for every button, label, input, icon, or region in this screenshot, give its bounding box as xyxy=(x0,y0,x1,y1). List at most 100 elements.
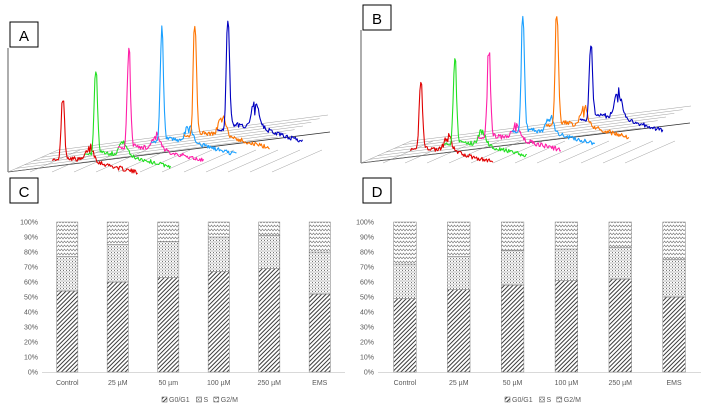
bar-segment-g0-g1 xyxy=(393,298,417,373)
x-category-label: 100 µM xyxy=(555,380,579,387)
bar-segment-s xyxy=(662,259,686,298)
bar-segment-g2-m xyxy=(554,221,578,250)
y-tick-label: 50% xyxy=(24,295,38,302)
bar-segment-g2-m xyxy=(207,221,230,238)
bar-segment-s xyxy=(258,235,281,269)
histogram-panel-a xyxy=(7,20,331,175)
legend-swatch xyxy=(196,396,202,403)
svg-text:D: D xyxy=(372,184,383,201)
bar-segment-s xyxy=(501,250,525,286)
y-tick-label: 60% xyxy=(24,280,38,287)
bar-segment-s xyxy=(308,251,331,295)
y-tick-label: 60% xyxy=(360,280,374,287)
y-tick-label: 0% xyxy=(28,370,38,377)
bar-segment-g2-m xyxy=(447,221,471,257)
x-category-label: Control xyxy=(394,380,417,387)
floor-gridline xyxy=(558,140,610,164)
y-tick-label: 30% xyxy=(360,325,374,332)
legend-label: G2/M xyxy=(564,397,581,404)
bar-segment-g0-g1 xyxy=(157,277,180,373)
bar-segment-g0-g1 xyxy=(258,268,281,373)
floor-gridline xyxy=(514,140,566,164)
panel-label-d: D xyxy=(362,177,392,204)
svg-text:A: A xyxy=(19,28,29,45)
y-tick-label: 30% xyxy=(24,325,38,332)
bar-segment-g0-g1 xyxy=(308,293,331,373)
histogram-panel-b xyxy=(360,15,692,164)
svg-text:B: B xyxy=(372,11,382,28)
bar-segment-s xyxy=(393,263,417,299)
bar-segment-g2-m xyxy=(501,221,525,251)
bar-segment-g2-m xyxy=(157,221,180,242)
y-tick-label: 20% xyxy=(360,340,374,347)
floor-gridline xyxy=(24,129,295,165)
floor-gridline xyxy=(385,116,667,153)
legend-swatch xyxy=(213,396,220,403)
floor-gridline xyxy=(360,127,642,164)
histogram-trace xyxy=(477,52,562,152)
legend-swatch xyxy=(556,396,563,403)
bar-segment-g0-g1 xyxy=(106,281,129,373)
x-category-label: EMS xyxy=(312,380,328,387)
x-category-label: Control xyxy=(56,380,79,387)
bar-segment-s xyxy=(157,241,180,278)
stacked-bar-chart-c: 0% 10% 20% 30% 40% 50% 60% 70% 80% 90% 100% Control… xyxy=(20,220,345,404)
floor-gridline xyxy=(205,149,257,173)
y-tick-label: 100% xyxy=(20,220,38,227)
bar-segment-g2-m xyxy=(608,221,632,248)
floor-gridline xyxy=(139,149,191,173)
floor-gridline xyxy=(377,120,658,156)
histogram-trace xyxy=(117,47,204,162)
y-tick-label: 40% xyxy=(24,310,38,317)
bar-segment-g0-g1 xyxy=(56,290,79,373)
legend-label: G0/G1 xyxy=(169,397,190,404)
floor-gridline xyxy=(602,140,654,164)
x-category-label: 250 µM xyxy=(258,380,282,387)
bar-segment-s xyxy=(106,244,129,283)
floor-gridline xyxy=(227,149,279,173)
floor-gridline xyxy=(402,109,683,145)
histogram-trace xyxy=(183,25,270,150)
floor-gridline xyxy=(426,140,478,164)
floor-gridline xyxy=(369,124,650,160)
bar-segment-g0-g1 xyxy=(662,296,686,373)
y-tick-label: 90% xyxy=(24,235,38,242)
legend-swatch xyxy=(504,396,511,403)
stacked-bar-chart-d: 0% 10% 20% 30% 40% 50% 60% 70% 80% 90% 100% Control… xyxy=(356,220,701,404)
bar-segment-s xyxy=(56,256,79,292)
floor-gridline xyxy=(624,140,676,164)
x-category-label: 25 µM xyxy=(449,380,469,387)
bar-segment-g0-g1 xyxy=(501,284,525,373)
bar-segment-s xyxy=(608,247,632,280)
floor-gridline xyxy=(7,136,279,173)
y-tick-label: 10% xyxy=(360,355,374,362)
bar-segment-g0-g1 xyxy=(447,289,471,373)
bar-segment-s xyxy=(207,236,230,272)
bar-segment-g0-g1 xyxy=(554,280,578,373)
x-category-label: 50 µM xyxy=(503,380,523,387)
floor-gridline xyxy=(95,149,147,173)
histogram-trace xyxy=(217,20,303,143)
floor-gridline xyxy=(580,140,632,164)
histogram-trace xyxy=(511,15,596,146)
y-tick-label: 70% xyxy=(360,265,374,272)
x-category-label: EMS xyxy=(666,380,682,387)
legend-label: G0/G1 xyxy=(512,397,533,404)
x-category-label: 250 µM xyxy=(609,380,633,387)
svg-text:C: C xyxy=(19,184,30,201)
floor-gridline xyxy=(404,140,456,164)
floor-gridline xyxy=(536,140,588,164)
y-tick-label: 20% xyxy=(24,340,38,347)
panel-label-c: C xyxy=(9,177,39,204)
y-tick-label: 0% xyxy=(364,370,374,377)
floor-gridline xyxy=(410,105,692,142)
legend-label: S xyxy=(547,397,552,404)
floor-gridline xyxy=(249,149,301,173)
histogram-trace xyxy=(150,25,237,156)
floor-gridline xyxy=(32,125,304,162)
y-tick-label: 80% xyxy=(360,250,374,257)
histogram-trace xyxy=(579,45,664,133)
panel-label-b: B xyxy=(362,4,392,31)
bar-segment-g2-m xyxy=(258,221,281,236)
